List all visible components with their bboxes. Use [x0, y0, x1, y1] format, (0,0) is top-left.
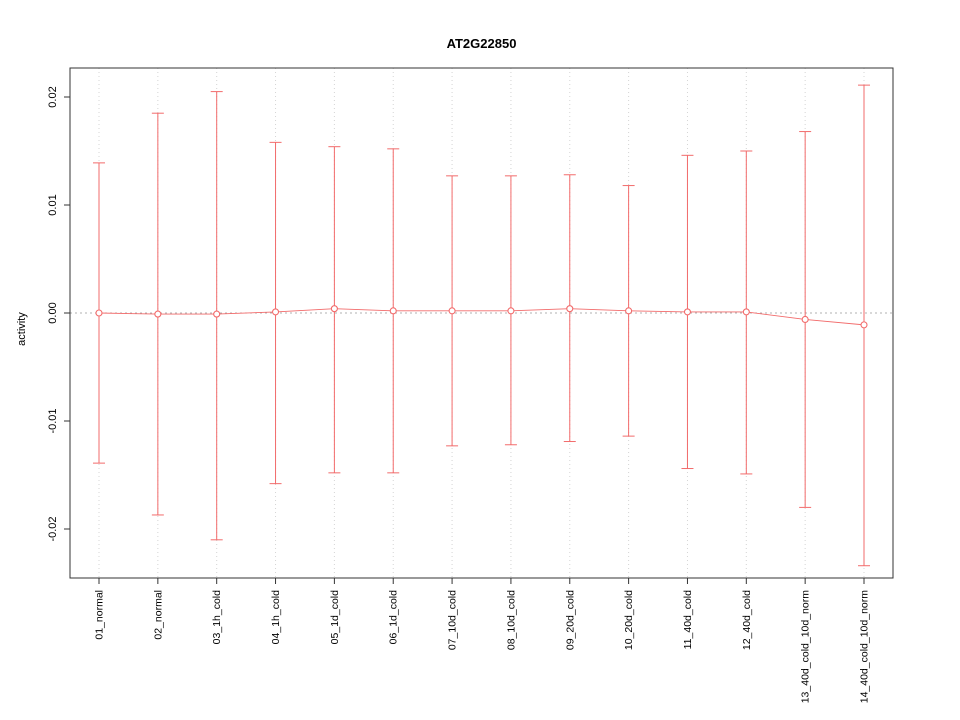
x-tick-label: 11_40d_cold: [682, 590, 694, 650]
data-point: [330, 305, 338, 313]
plot-border: [69, 67, 894, 579]
x-tick-label: 14_40d_cold_10d_norm: [859, 590, 871, 704]
y-tick-label: 0.02: [47, 86, 59, 107]
x-tick-label: 06_1d_cold: [388, 590, 400, 644]
x-tick-label: 12_40d_cold: [741, 590, 753, 650]
x-tick-label: 03_1h_cold: [211, 590, 223, 644]
data-point: [213, 310, 221, 318]
data-point: [566, 305, 574, 313]
x-tick-label: 07_10d_cold: [447, 590, 459, 650]
data-point: [389, 307, 397, 315]
x-tick-label: 09_20d_cold: [564, 590, 576, 650]
y-tick-label: 0.00: [47, 302, 59, 323]
chart-title: AT2G22850: [446, 36, 517, 51]
data-point: [95, 309, 103, 317]
x-tick-label: 04_1h_cold: [270, 590, 282, 644]
mean-line: [98, 308, 865, 326]
data-point: [742, 308, 750, 316]
x-tick-label: 02_normal: [152, 590, 164, 640]
data-point: [860, 321, 868, 329]
data-point: [448, 307, 456, 315]
y-tick-label: -0.02: [47, 516, 59, 541]
x-tick-label: 13_40d_cold_10d_norm: [800, 590, 812, 704]
data-point: [801, 315, 809, 324]
data-point: [625, 307, 633, 315]
data-point: [154, 310, 162, 318]
x-tick-label: 05_1d_cold: [329, 590, 341, 644]
x-tick-label: 10_20d_cold: [623, 590, 635, 650]
data-point: [683, 308, 692, 316]
x-tick-label: 08_10d_cold: [505, 590, 517, 650]
y-tick-label: 0.01: [47, 194, 59, 215]
y-tick-label: -0.01: [47, 408, 59, 433]
data-point: [271, 308, 280, 316]
data-point: [507, 307, 515, 315]
x-tick-label: 01_normal: [94, 590, 106, 640]
